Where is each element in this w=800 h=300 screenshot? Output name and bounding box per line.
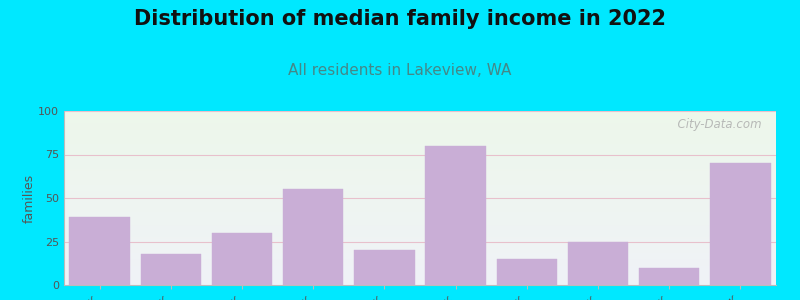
- Bar: [354, 250, 414, 285]
- Bar: [212, 233, 272, 285]
- Text: All residents in Lakeview, WA: All residents in Lakeview, WA: [288, 63, 512, 78]
- Bar: [568, 242, 628, 285]
- Bar: [639, 268, 699, 285]
- Bar: [283, 189, 343, 285]
- Bar: [426, 146, 486, 285]
- Y-axis label: families: families: [22, 173, 35, 223]
- Text: City-Data.com: City-Data.com: [670, 118, 762, 131]
- Bar: [710, 163, 770, 285]
- Bar: [141, 254, 201, 285]
- Text: Distribution of median family income in 2022: Distribution of median family income in …: [134, 9, 666, 29]
- Bar: [497, 259, 557, 285]
- Bar: [70, 217, 130, 285]
